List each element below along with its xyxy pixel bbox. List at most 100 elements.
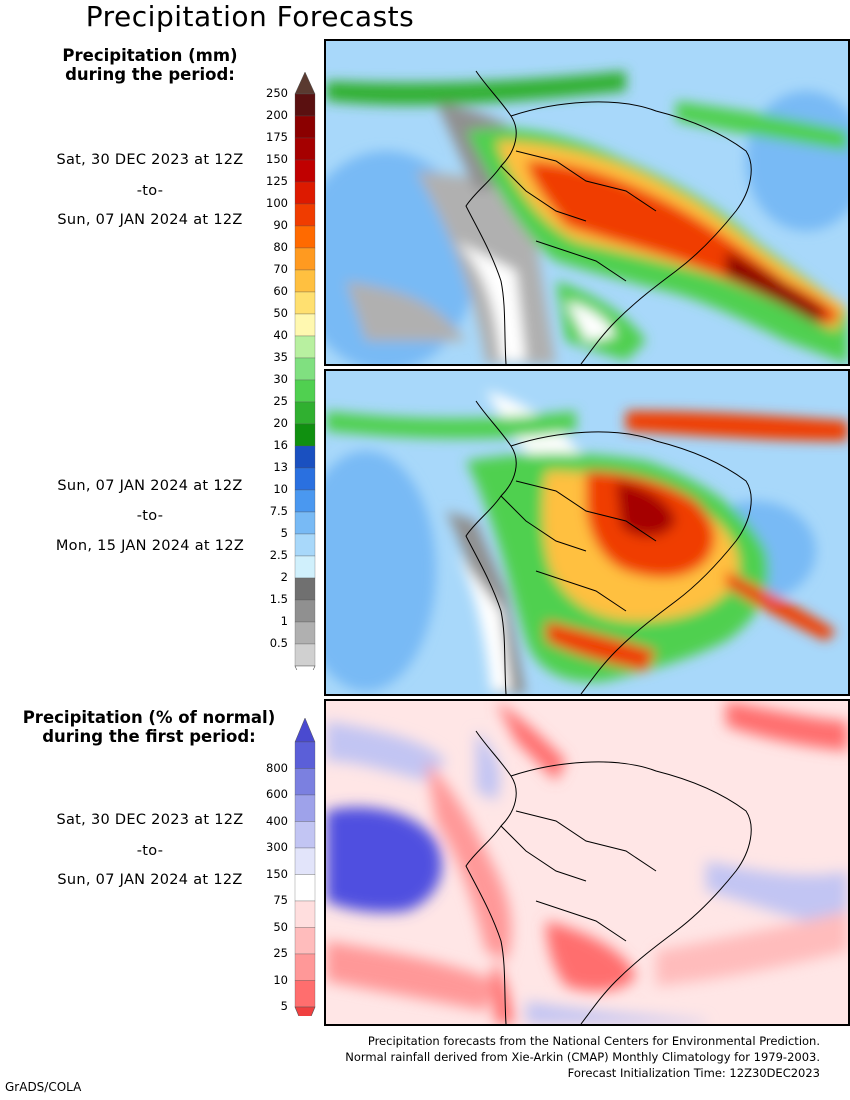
colorbar-segment: [294, 768, 316, 796]
colorbar-segment: [294, 445, 316, 469]
colorbar-segment: [294, 269, 316, 293]
colorbar-tick-label: 1: [280, 614, 288, 628]
colorbar-tick-label: 300: [266, 840, 288, 854]
colorbar-tick-label: 70: [273, 262, 288, 276]
colorbar-segment: [294, 821, 316, 849]
colorbar-segment: [294, 401, 316, 425]
footer: Precipitation forecasts from the Nationa…: [345, 1033, 820, 1081]
colorbar-tick-label: 13: [273, 460, 288, 474]
colorbar-segment: [294, 980, 316, 1008]
legend-pct-header-line2: during the first period:: [42, 727, 256, 746]
colorbar-segment: [294, 927, 316, 955]
colorbar-segment: [294, 467, 316, 491]
colorbar-segment: [294, 874, 316, 902]
precip-pct-colorbar: 800 600 400 300 150 75 50 25 10 5: [250, 716, 330, 1016]
colorbar-tick-label: 125: [266, 174, 288, 188]
colorbar-tick-label: 40: [273, 328, 288, 342]
colorbar-tick-label: 50: [273, 919, 288, 934]
colorbar-segment: [294, 115, 316, 139]
period1-to: Sun, 07 JAN 2024 at 12Z: [57, 212, 243, 228]
period1-sep: -to-: [136, 183, 164, 199]
colorbar-tick-label: 10: [273, 972, 288, 987]
legend-mm-header-line2: during the period:: [65, 65, 235, 84]
colorbar-tick-label: 1.5: [269, 592, 288, 606]
colorbar-tick-label: 2: [280, 570, 288, 584]
colorbar-segment: [294, 93, 316, 117]
colorbar-tick-label: 25: [273, 394, 288, 408]
colorbar-bottom-arrow: [294, 1006, 316, 1016]
legend-mm-header-line1: Precipitation (mm): [62, 46, 238, 65]
colorbar-segment: [294, 741, 316, 769]
colorbar-segment: [294, 794, 316, 822]
colorbar-tick-label: 7.5: [269, 504, 288, 518]
footer-line2: Normal rainfall derived from Xie-Arkin (…: [345, 1050, 820, 1064]
colorbar-tick-label: 35: [273, 350, 288, 364]
colorbar-tick-label: 25: [273, 946, 288, 960]
colorbar-tick-label: 10: [273, 482, 288, 496]
colorbar-bottom-arrow: [294, 665, 316, 670]
period2-from: Sun, 07 JAN 2024 at 12Z: [57, 478, 243, 494]
colorbar-tick-label: 2.5: [269, 548, 288, 562]
colorbar-tick-label: 600: [266, 787, 288, 801]
colorbar-segment: [294, 489, 316, 513]
colorbar-segment: [294, 423, 316, 447]
colorbar-segment: [294, 291, 316, 315]
colorbar-segment: [294, 225, 316, 249]
colorbar-tick-label: 0.5: [269, 636, 288, 650]
colorbar-tick-label: 50: [273, 306, 288, 320]
period1-from: Sat, 30 DEC 2023 at 12Z: [56, 152, 244, 168]
colorbar-segment: [294, 335, 316, 359]
colorbar-segment: [294, 313, 316, 337]
colorbar-tick-label: 250: [266, 86, 288, 100]
colorbar-segment: [294, 159, 316, 183]
colorbar-segment: [294, 203, 316, 227]
forecast-map-period1: [324, 39, 850, 366]
colorbar-tick-label: 80: [273, 240, 288, 254]
colorbar-tick-label: 175: [266, 130, 288, 144]
colorbar-segment: [294, 181, 316, 205]
colorbar-top-arrow: [294, 717, 316, 743]
colorbar-segment: [294, 953, 316, 981]
colorbar-tick-label: 150: [266, 152, 288, 166]
pct-period-sep: -to-: [136, 843, 164, 859]
percent-of-normal-map: [324, 699, 850, 1026]
colorbar-segment: [294, 357, 316, 381]
colorbar-segment: [294, 137, 316, 161]
colorbar-tick-label: 90: [273, 218, 288, 232]
legend-pct-header: Precipitation (% of normal) during the f…: [8, 708, 290, 746]
colorbar-tick-label: 16: [273, 438, 288, 452]
colorbar-tick-label: 5: [280, 526, 288, 540]
legend-pct-header-line1: Precipitation (% of normal): [22, 708, 276, 727]
colorbar-top-arrow: [294, 71, 316, 95]
colorbar-tick-label: 800: [266, 760, 288, 775]
colorbar-tick-label: 75: [273, 893, 288, 907]
colorbar-tick-label: 400: [266, 813, 288, 828]
colorbar-tick-label: 20: [273, 416, 288, 430]
colorbar-segment: [294, 621, 316, 645]
grads-credit: GrADS/COLA: [5, 1080, 82, 1094]
colorbar-segment: [294, 577, 316, 601]
colorbar-segment: [294, 511, 316, 535]
period2-to: Mon, 15 JAN 2024 at 12Z: [55, 538, 245, 554]
colorbar-segment: [294, 643, 316, 667]
colorbar-segment: [294, 599, 316, 623]
page-title: Precipitation Forecasts: [85, 0, 415, 33]
period2-sep: -to-: [136, 508, 164, 524]
colorbar-segment: [294, 379, 316, 403]
colorbar-tick-label: 60: [273, 284, 288, 298]
colorbar-tick-label: 100: [266, 196, 288, 210]
colorbar-tick-label: 5: [280, 999, 288, 1013]
legend-mm-header: Precipitation (mm) during the period:: [40, 46, 260, 84]
colorbar-segment: [294, 533, 316, 557]
colorbar-tick-label: 30: [273, 372, 288, 386]
pct-period-to: Sun, 07 JAN 2024 at 12Z: [57, 872, 243, 888]
forecast-map-period2: [324, 369, 850, 696]
colorbar-segment: [294, 555, 316, 579]
colorbar-segment: [294, 900, 316, 928]
footer-line3: Forecast Initialization Time: 12Z30DEC20…: [567, 1066, 820, 1080]
colorbar-segment: [294, 847, 316, 875]
precip-mm-colorbar: 250 200 175 150 125 100 90 80 70 60 50 40 35 30 25 20 16…: [250, 70, 330, 670]
colorbar-tick-label: 200: [266, 108, 288, 122]
colorbar-tick-label: 150: [266, 866, 288, 881]
footer-line1: Precipitation forecasts from the Nationa…: [367, 1034, 820, 1048]
